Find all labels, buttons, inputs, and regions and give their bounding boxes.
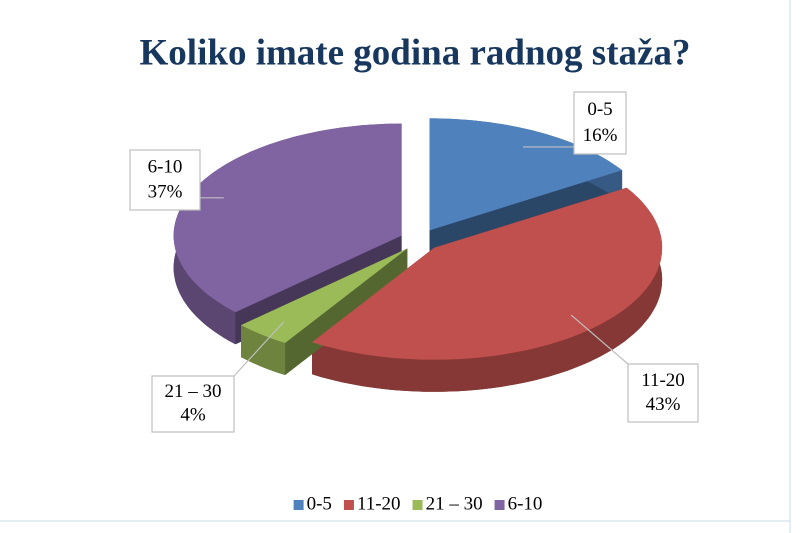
label-box: [573, 91, 627, 155]
data-label-category: 6-10: [148, 156, 183, 177]
data-label-category: 11-20: [641, 370, 685, 391]
slice-edge: [312, 187, 663, 392]
legend-swatch: [293, 500, 304, 510]
slice: [312, 187, 663, 360]
legend: 0-5 11-20 21 – 30 6-10: [293, 493, 543, 514]
data-label-value: 4%: [180, 405, 206, 426]
label-box: [129, 149, 201, 211]
label-box: [627, 363, 699, 423]
legend-label: 0-5: [307, 493, 332, 514]
data-label-category: 0-5: [587, 99, 612, 120]
chart-title: Koliko imate godina radnog staža?: [140, 32, 691, 73]
legend-swatch: [494, 500, 505, 510]
pie: [173, 118, 663, 392]
data-label-value: 37%: [148, 182, 183, 203]
legend-label: 11-20: [357, 493, 401, 514]
legend-swatch: [412, 500, 423, 510]
data-label-category: 21 – 30: [165, 381, 222, 402]
leader-line: [570, 314, 629, 365]
slice-edge: [241, 325, 286, 375]
legend-label: 21 – 30: [426, 493, 483, 514]
leader-line: [233, 321, 285, 377]
label-box: [151, 375, 235, 433]
slice: [241, 248, 408, 343]
legend-label: 6-10: [508, 493, 543, 514]
data-label-value: 43%: [646, 394, 681, 415]
slice: [173, 123, 402, 313]
legend-swatch: [343, 500, 354, 510]
data-label-value: 16%: [583, 125, 618, 146]
